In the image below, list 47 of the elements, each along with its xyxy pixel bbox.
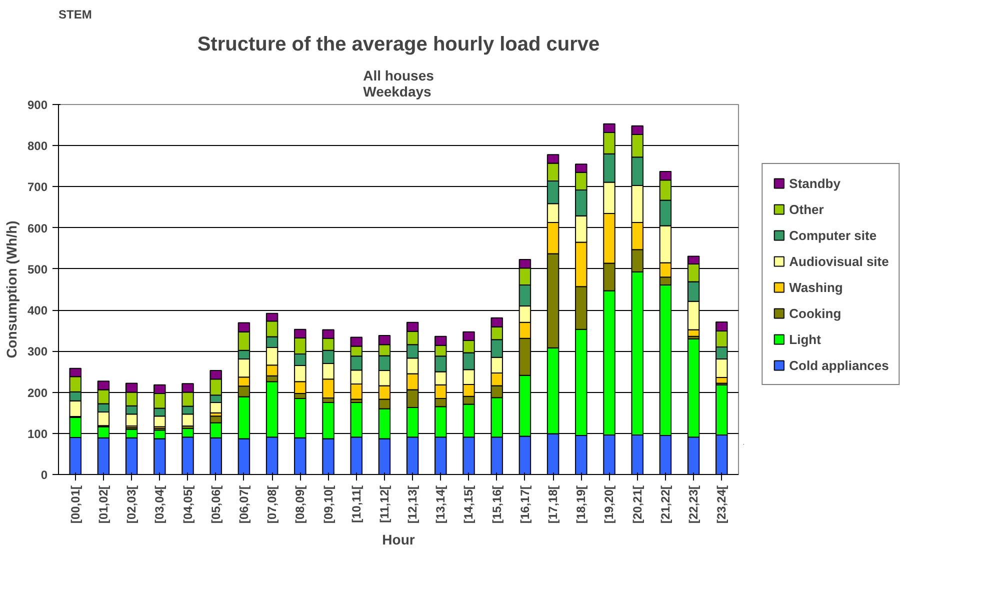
legend-label: Cold appliances [789,356,889,374]
x-tick-label: [01,02[ [96,485,110,524]
x-tick-label: [02,03[ [124,485,139,524]
y-tick-label: 600 [27,221,48,236]
x-tick-label: [05,06[ [208,485,223,524]
legend-label: Cooking [789,304,842,322]
legend-label: Standby [789,174,840,192]
x-tick-label: [11,12[ [377,485,392,523]
chart-title: Structure of the average hourly load curve [197,34,600,56]
x-tick-label: [06,07[ [236,485,251,524]
x-tick-label: [23,24[ [714,485,729,524]
x-tick-label: [08,09[ [293,485,308,524]
y-tick-label: 400 [27,304,48,318]
x-tick-label: [16,17[ [518,485,532,524]
x-tick-label: [07,08[ [265,485,280,524]
y-tick-label: 0 [40,468,48,482]
x-tick-label: [22,23[ [686,485,701,524]
x-tick-label: [19,20[ [602,485,616,524]
legend-label: Light [789,330,821,348]
y-tick-label: 100 [27,426,48,441]
x-tick-label: [03,04[ [152,485,167,524]
text: STEM [58,8,92,22]
x-tick-label: [17,18[ [546,485,560,524]
x-axis-title: Hour [382,532,416,548]
legend-label: Audiovisual site [789,252,889,270]
x-tick-label: [14,15[ [462,485,476,524]
x-tick-label: [20,21[ [630,485,644,524]
y-tick-label: 800 [27,139,48,154]
y-tick-label: 300 [27,344,48,359]
legend-label: Washing [789,278,843,296]
x-tick-label: [10,11[ [349,485,364,523]
x-tick-label: [04,05[ [180,485,195,524]
x-tick-label: [09,10[ [321,485,336,524]
x-tick-label: [13,14[ [434,485,448,524]
y-tick-label: 900 [27,98,48,112]
x-tick-label: [18,19[ [574,485,588,524]
legend-label: Other [789,200,824,218]
x-tick-label: [15,16[ [490,485,504,524]
chart-subtitle: All houses Weekdays [363,68,434,100]
x-tick-label: [21,22[ [658,485,672,524]
legend-label: Computer site [789,226,877,244]
x-tick-label: [00,01[ [68,485,82,524]
y-tick-label: 200 [27,386,48,400]
y-axis-title: Consumption (Wh/h) [3,220,20,358]
y-tick-label: 700 [27,180,48,194]
y-tick-label: 500 [27,262,48,276]
x-tick-label: [12,13[ [406,485,420,524]
